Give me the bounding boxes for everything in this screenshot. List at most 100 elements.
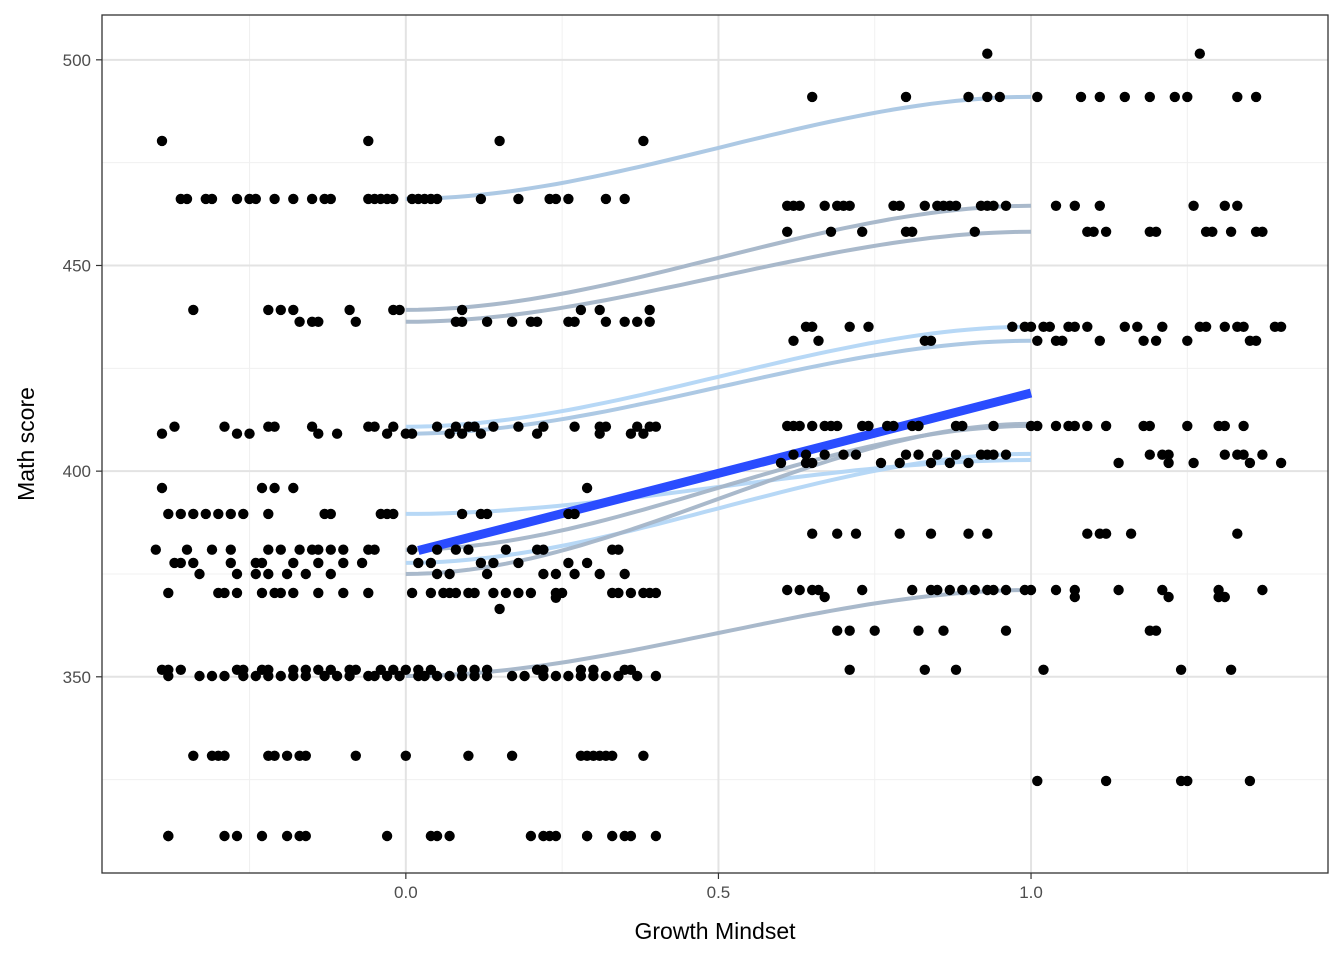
y-tick-label: 400 <box>63 462 91 481</box>
data-point <box>581 482 593 494</box>
data-point <box>269 750 280 761</box>
data-point <box>1238 420 1249 432</box>
data-point <box>794 584 805 596</box>
data-point <box>863 420 874 432</box>
data-point <box>194 670 205 682</box>
data-point <box>269 421 280 432</box>
x-tick-label: 0.5 <box>707 883 731 902</box>
data-point <box>944 457 955 469</box>
data-point <box>1094 335 1106 346</box>
data-point <box>463 544 474 555</box>
data-point <box>994 91 1005 103</box>
data-point <box>794 420 805 432</box>
data-point <box>650 670 662 682</box>
data-point <box>206 670 218 682</box>
data-point <box>231 428 243 439</box>
y-tick-label: 450 <box>63 256 91 275</box>
data-point <box>594 568 605 580</box>
data-point <box>638 428 649 439</box>
data-point <box>1075 91 1087 103</box>
data-point <box>325 568 336 580</box>
data-point <box>807 321 818 332</box>
data-point <box>350 750 361 761</box>
data-point <box>900 91 912 103</box>
data-point <box>807 420 818 432</box>
data-point <box>800 449 812 460</box>
data-point <box>638 135 649 147</box>
fit-line-group <box>417 388 1033 555</box>
data-point <box>313 316 324 327</box>
data-point <box>369 544 380 555</box>
data-point <box>406 428 418 439</box>
data-point <box>450 421 462 432</box>
data-point <box>1050 200 1062 211</box>
data-point <box>907 584 918 596</box>
data-point <box>519 670 530 682</box>
x-tick-label: 0.0 <box>394 883 418 902</box>
data-point <box>494 603 505 615</box>
data-point <box>431 830 443 842</box>
data-point <box>181 544 193 555</box>
data-point <box>181 193 193 205</box>
points <box>150 48 1287 842</box>
data-point <box>313 544 324 555</box>
data-point <box>1100 775 1112 787</box>
data-point <box>650 830 662 842</box>
data-point <box>819 449 830 460</box>
data-point <box>1050 420 1062 432</box>
data-point <box>331 670 343 682</box>
data-point <box>563 557 574 569</box>
data-point <box>575 304 587 316</box>
data-point <box>338 557 349 569</box>
data-point <box>1069 200 1081 211</box>
data-point <box>844 664 855 675</box>
data-point <box>506 750 518 761</box>
data-point <box>632 670 643 682</box>
data-point <box>431 193 443 205</box>
data-point <box>369 421 380 432</box>
data-point <box>907 226 918 237</box>
data-point <box>813 335 824 346</box>
data-point <box>932 584 943 596</box>
data-point <box>219 587 230 599</box>
data-point <box>925 457 937 469</box>
data-point <box>475 428 487 439</box>
data-point <box>300 670 311 682</box>
data-point <box>1025 584 1037 596</box>
data-point <box>844 321 855 332</box>
data-point <box>444 428 455 439</box>
data-point <box>569 316 580 327</box>
data-point <box>1163 449 1174 460</box>
data-point <box>625 428 637 439</box>
data-point <box>331 428 343 439</box>
data-point <box>444 830 455 842</box>
group-curve <box>405 94 1032 201</box>
data-point <box>857 226 868 237</box>
data-point <box>957 584 968 596</box>
data-point <box>1232 200 1243 211</box>
data-point <box>263 670 274 682</box>
data-point <box>1007 321 1018 332</box>
data-point <box>188 508 199 520</box>
data-point <box>381 670 393 682</box>
data-point <box>900 449 912 460</box>
data-point <box>188 557 199 569</box>
data-point <box>782 226 793 237</box>
data-point <box>950 200 962 211</box>
data-point <box>1038 664 1049 675</box>
data-point <box>888 420 899 432</box>
data-point <box>913 625 924 636</box>
data-point <box>469 587 480 599</box>
data-point <box>1182 335 1193 346</box>
data-point <box>456 304 468 316</box>
data-point <box>1113 584 1124 596</box>
group-curve <box>405 338 1032 436</box>
data-point <box>206 544 218 555</box>
data-point <box>469 421 480 432</box>
data-point <box>263 568 274 580</box>
data-point <box>1113 457 1124 469</box>
data-point <box>1032 335 1043 346</box>
data-point <box>475 557 487 569</box>
data-point <box>1219 420 1231 432</box>
